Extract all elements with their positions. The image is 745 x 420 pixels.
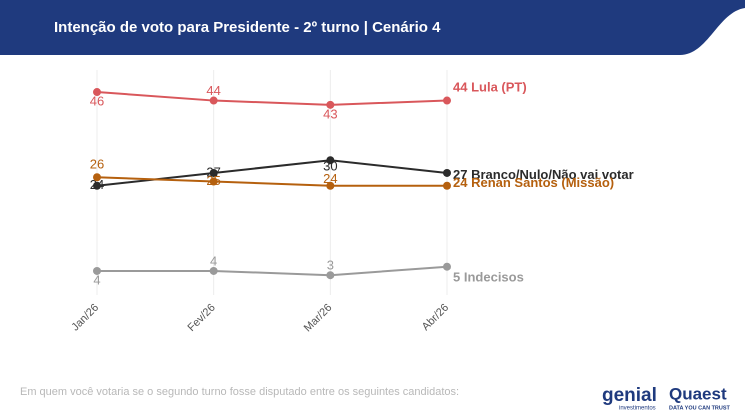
- data-label: 4: [210, 253, 217, 268]
- data-label: 26: [90, 157, 104, 172]
- point: [326, 181, 335, 190]
- end-label-value: 44: [453, 80, 468, 95]
- footnote: Em quem você votaria se o segundo turno …: [20, 386, 459, 398]
- data-label: 25: [206, 173, 220, 188]
- legend-label: Lula (PT): [471, 80, 527, 95]
- end-label: 27 Branco/Nulo/Não vai votar: [453, 167, 634, 182]
- series-line: [97, 265, 448, 277]
- end-label: 24 Renan Santos (Missão): [453, 175, 614, 190]
- legend-label: Renan Santos (Missão): [471, 175, 614, 190]
- logo-quaest: Quaest: [669, 384, 727, 403]
- end-label: 44 Lula (PT): [453, 80, 527, 95]
- point: [326, 100, 335, 109]
- point: [209, 96, 218, 105]
- end-label-value: 5: [453, 270, 460, 285]
- header-band: [0, 0, 745, 55]
- legend-label: Indecisos: [464, 270, 524, 285]
- logo-genial: genial: [602, 385, 657, 406]
- point: [209, 266, 218, 275]
- data-label: 4: [93, 272, 100, 287]
- end-label-value: 24: [453, 175, 468, 190]
- end-label: 5 Indecisos: [453, 270, 524, 285]
- data-label: 46: [90, 93, 104, 108]
- point: [326, 271, 335, 280]
- end-label-value: 27: [453, 167, 467, 182]
- data-label: 24: [323, 171, 337, 186]
- point: [93, 173, 101, 182]
- point: [443, 168, 451, 177]
- point: [443, 96, 451, 105]
- data-label: 43: [323, 106, 337, 121]
- logo-genial-sub: investimentos: [619, 406, 656, 412]
- point: [209, 168, 218, 177]
- point: [443, 262, 451, 271]
- data-label: 27: [206, 164, 220, 179]
- data-label: 30: [323, 159, 337, 174]
- data-label: 44: [206, 83, 220, 98]
- data-label: 24: [90, 177, 104, 192]
- point: [443, 181, 451, 190]
- point: [93, 266, 101, 275]
- chart-title: Intenção de voto para Presidente - 2º tu…: [54, 19, 441, 36]
- series-line: [96, 91, 448, 106]
- point: [93, 181, 101, 190]
- point: [326, 156, 335, 165]
- point: [209, 177, 218, 186]
- logo-quaest-sub: DATA YOU CAN TRUST: [669, 405, 731, 411]
- data-label: 3: [327, 258, 334, 273]
- legend-label: Branco/Nulo/Não vai votar: [471, 167, 634, 182]
- point: [93, 88, 101, 97]
- series-line: [96, 176, 447, 187]
